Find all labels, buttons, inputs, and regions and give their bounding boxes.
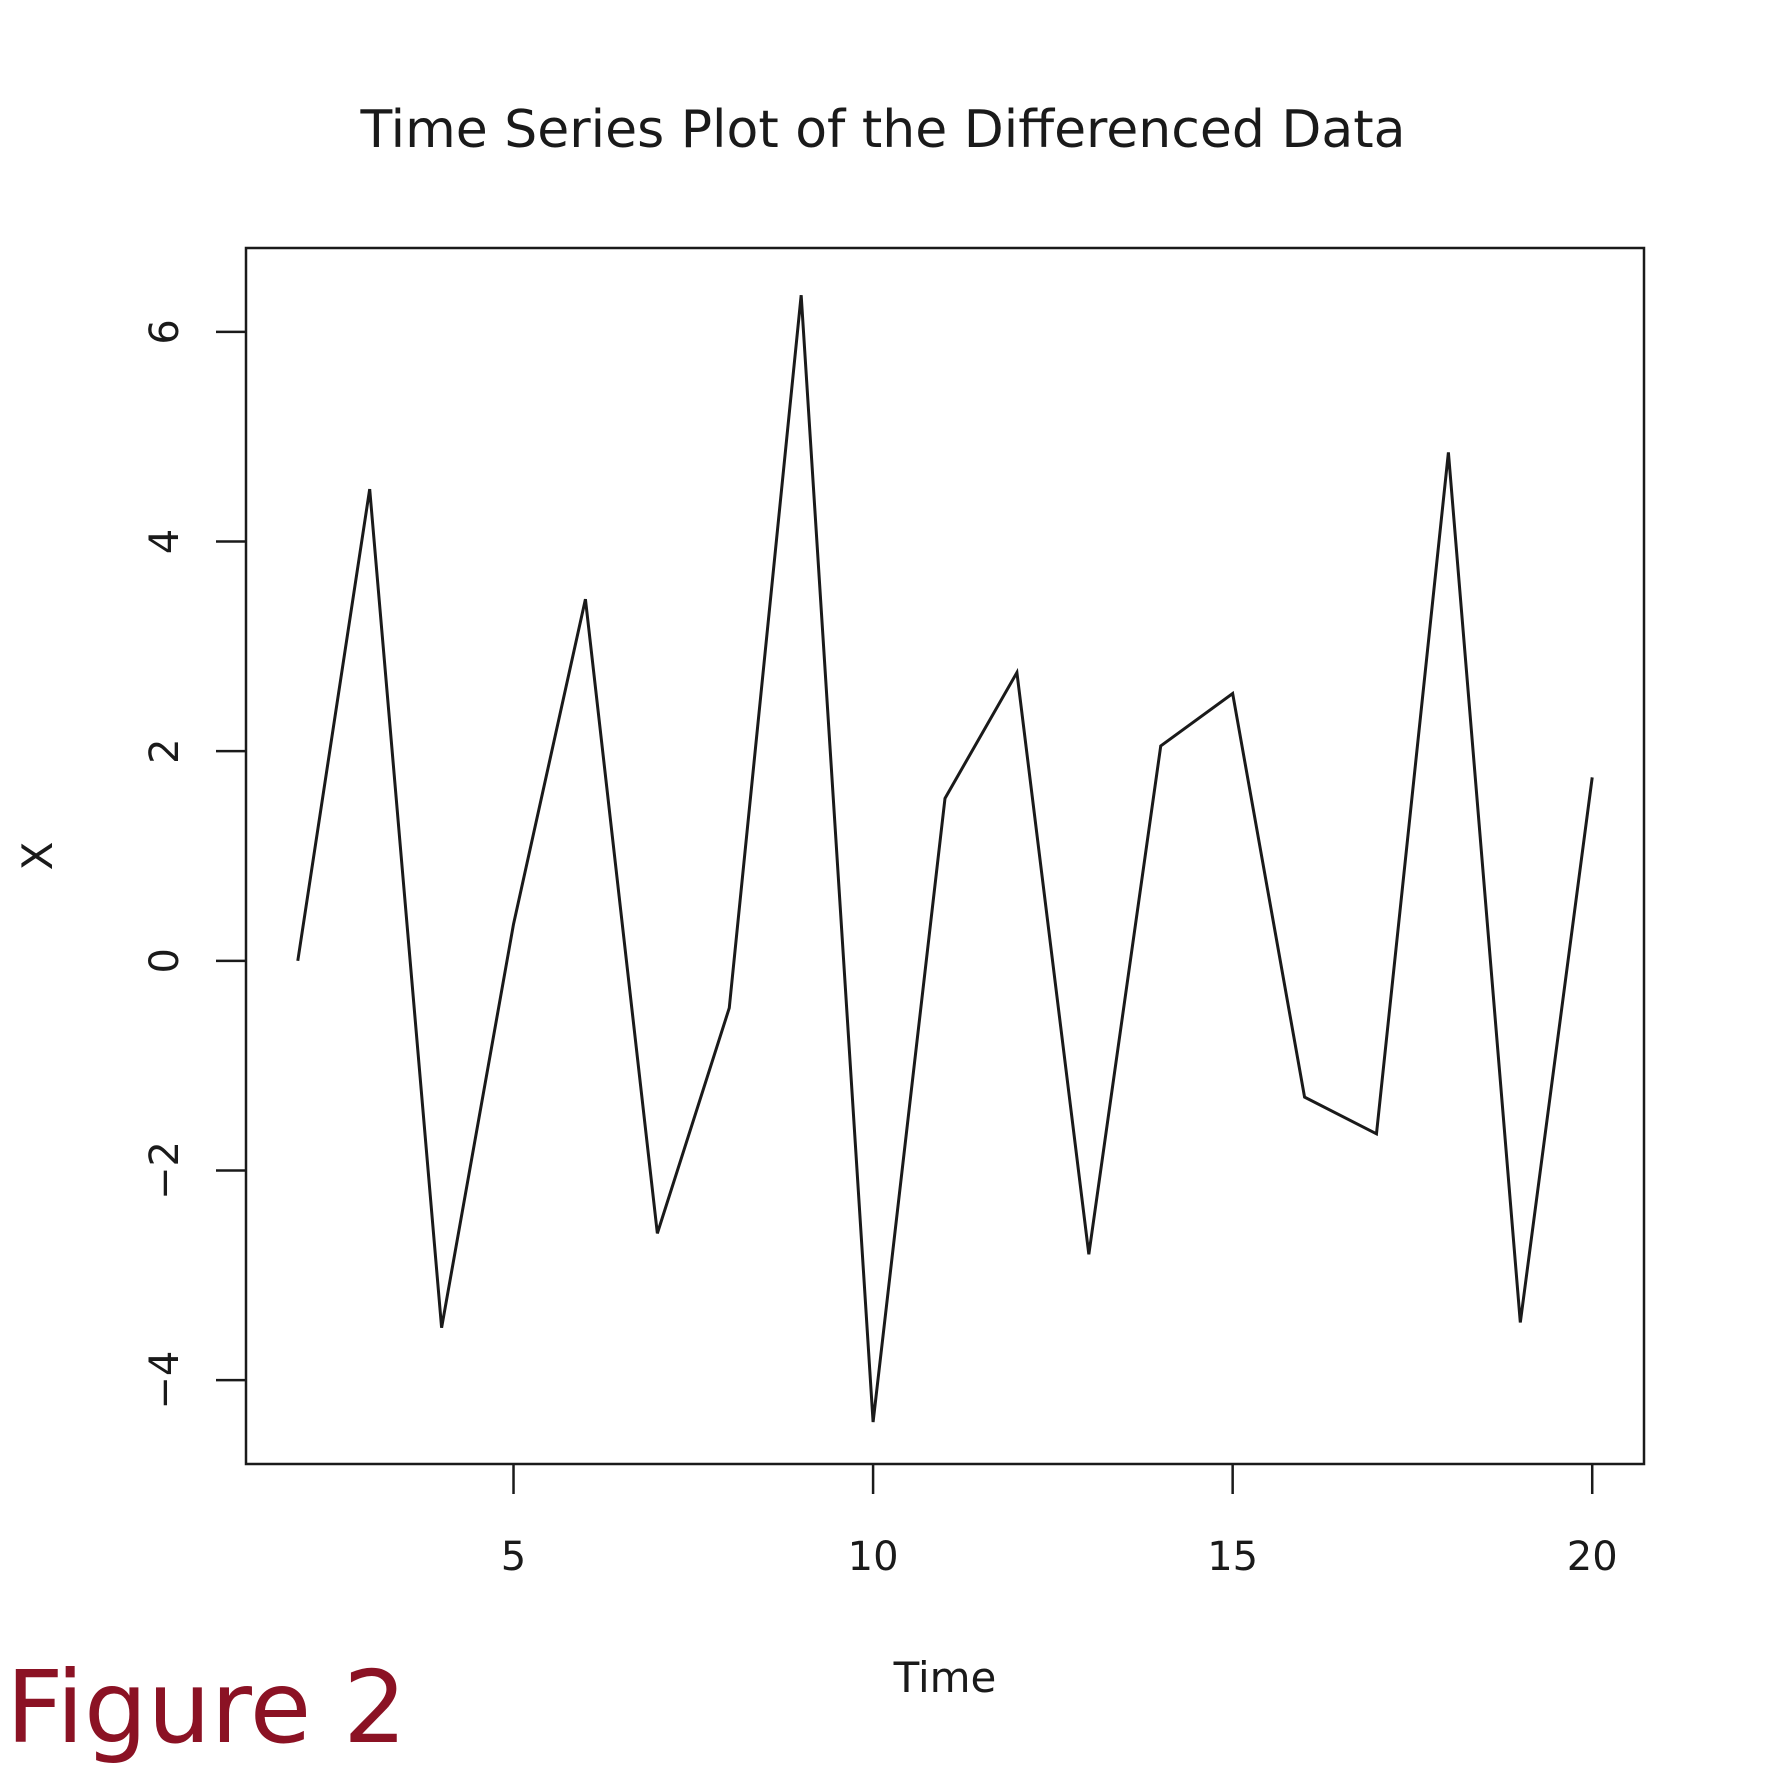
- figure-label: Figure 2: [6, 1649, 407, 1763]
- y-tick-label: 6: [142, 319, 188, 344]
- plot-frame: [244, 246, 1646, 1466]
- chart-title: Time Series Plot of the Differenced Data: [359, 100, 1405, 160]
- y-tick-label: 2: [142, 738, 188, 763]
- series-line: [296, 295, 1594, 1423]
- y-axis: −4 −2 0 2 4 6: [142, 319, 246, 1410]
- y-tick-label: −2: [142, 1141, 188, 1200]
- y-tick-label: −4: [142, 1351, 188, 1410]
- y-tick-label: 4: [142, 529, 188, 554]
- y-axis-label: X: [13, 842, 62, 871]
- x-tick-label: 20: [1567, 1534, 1618, 1580]
- x-tick-label: 5: [501, 1534, 526, 1580]
- x-tick-label: 15: [1207, 1534, 1258, 1580]
- x-axis-label: Time: [893, 1653, 997, 1702]
- y-tick-label: 0: [142, 948, 188, 973]
- x-axis: 5 10 15 20: [501, 1464, 1618, 1580]
- x-tick-label: 10: [848, 1534, 899, 1580]
